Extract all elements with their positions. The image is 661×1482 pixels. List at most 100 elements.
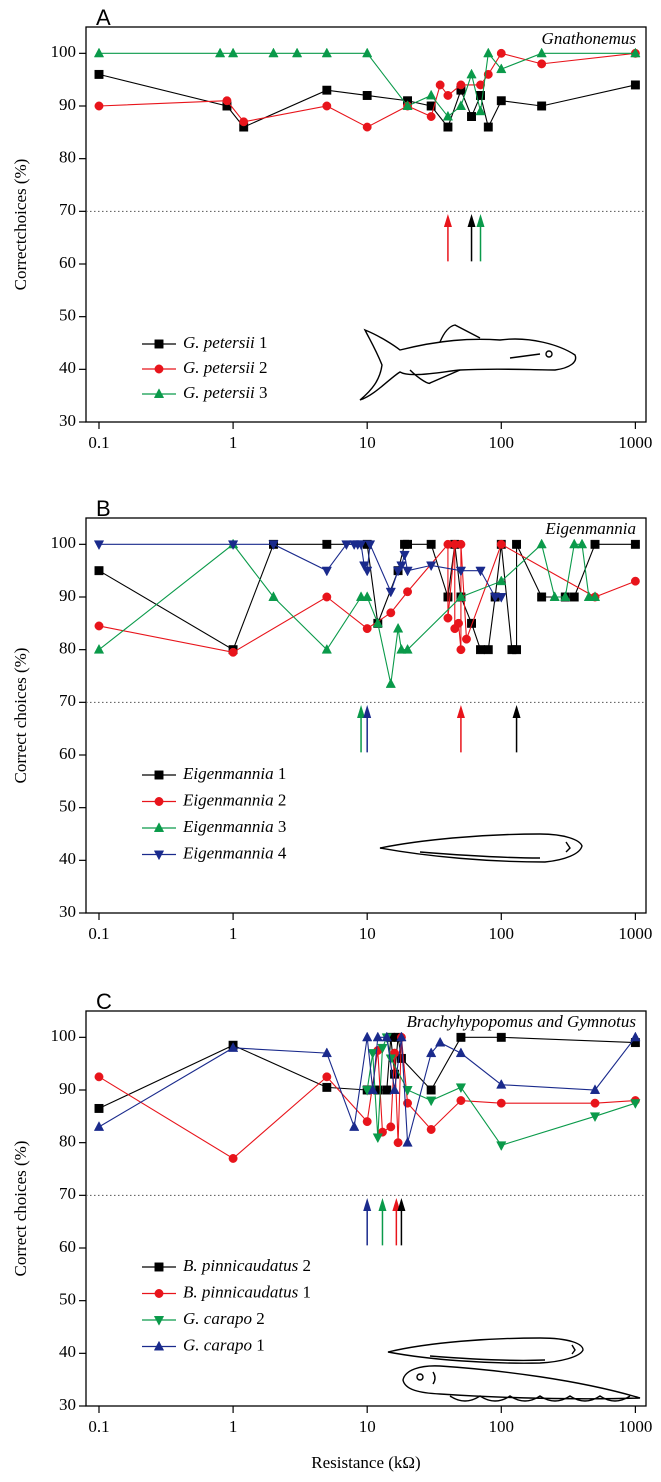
- marker: [426, 1047, 437, 1058]
- marker: [341, 540, 352, 551]
- marker: [402, 566, 413, 577]
- marker: [321, 566, 332, 577]
- marker: [386, 608, 396, 618]
- marker: [153, 388, 165, 398]
- threshold-arrow: [397, 1197, 406, 1246]
- marker: [456, 1032, 466, 1042]
- marker: [402, 1136, 413, 1147]
- marker: [426, 112, 436, 121]
- y-tick-label: 100: [51, 1026, 77, 1045]
- fish-c1: [387, 1337, 584, 1364]
- marker: [367, 1049, 378, 1059]
- arrow-head: [397, 1197, 406, 1211]
- marker: [154, 364, 164, 374]
- marker: [268, 591, 279, 601]
- legend-label: Eigenmannia 3: [182, 817, 286, 836]
- legend-label: G. petersii 1: [183, 333, 268, 352]
- marker: [476, 645, 485, 655]
- x-axis-title: Resistance (kΩ): [311, 1453, 420, 1472]
- marker: [154, 770, 164, 780]
- marker: [362, 1117, 372, 1127]
- marker: [442, 110, 454, 121]
- marker: [496, 96, 506, 106]
- marker: [402, 643, 413, 654]
- marker: [462, 634, 471, 644]
- marker: [496, 1098, 506, 1108]
- marker: [569, 538, 580, 549]
- marker: [227, 1042, 239, 1052]
- marker: [483, 122, 493, 132]
- marker: [364, 540, 376, 551]
- arrow-head: [467, 213, 476, 227]
- y-tick-label: 60: [59, 744, 76, 763]
- marker: [367, 1084, 378, 1094]
- marker: [426, 101, 436, 111]
- fish-c2: [402, 1365, 641, 1402]
- legend-label: B. pinnicaudatus 1: [183, 1282, 311, 1301]
- marker: [560, 591, 571, 601]
- marker: [630, 80, 640, 90]
- marker: [455, 591, 467, 601]
- x-tick-label: 10: [359, 924, 376, 943]
- y-tick-label: 30: [59, 411, 76, 430]
- marker: [426, 1085, 436, 1095]
- arrow-head: [392, 1197, 401, 1211]
- series-line: [98, 73, 636, 129]
- x-tick-label: 1: [229, 924, 238, 943]
- arrow-head: [363, 1197, 372, 1211]
- marker: [359, 561, 370, 572]
- marker: [393, 1138, 403, 1148]
- marker: [475, 566, 486, 577]
- series-line: [366, 1035, 636, 1146]
- threshold-arrow: [363, 1197, 372, 1246]
- marker: [385, 587, 396, 598]
- marker: [362, 122, 372, 132]
- threshold-arrow: [363, 704, 372, 753]
- marker: [154, 797, 164, 806]
- y-tick-label: 50: [59, 797, 76, 816]
- plot-frame: [85, 1010, 647, 1407]
- y-tick-label: 90: [59, 95, 76, 114]
- annotation: Eigenmannia: [544, 519, 636, 538]
- marker: [377, 1043, 388, 1054]
- marker: [385, 678, 396, 688]
- marker: [483, 645, 493, 655]
- marker: [239, 117, 249, 127]
- threshold-arrow: [378, 1197, 387, 1246]
- y-tick-label: 90: [59, 586, 76, 605]
- marker: [399, 550, 410, 561]
- marker: [512, 645, 522, 655]
- marker: [228, 1154, 238, 1163]
- marker: [496, 1078, 507, 1089]
- annotation: Brachyhypopomus and Gymnotus: [407, 1012, 637, 1031]
- y-tick-label: 90: [59, 1079, 76, 1098]
- legend-label: Eigenmannia 2: [182, 790, 286, 809]
- marker: [455, 1047, 467, 1058]
- threshold-arrow: [456, 704, 465, 753]
- y-tick-label: 50: [59, 306, 76, 325]
- marker: [153, 822, 165, 832]
- x-tick-label: 10: [359, 1417, 376, 1436]
- y-axis-title: Correctchoices (%): [11, 159, 30, 291]
- plot-frame: [85, 517, 647, 914]
- marker: [291, 47, 303, 58]
- x-tick-label: 1000: [618, 1417, 652, 1436]
- marker: [590, 539, 600, 549]
- marker: [154, 1289, 164, 1298]
- panel-label: A: [96, 5, 111, 30]
- marker: [349, 1121, 360, 1131]
- series-line: [98, 1036, 636, 1109]
- x-tick-label: 1: [229, 1417, 238, 1436]
- y-tick-label: 50: [59, 1290, 76, 1309]
- marker: [93, 643, 105, 654]
- marker: [426, 539, 436, 549]
- marker: [362, 91, 372, 100]
- marker: [435, 1036, 446, 1047]
- marker: [362, 624, 372, 634]
- marker: [443, 122, 453, 132]
- marker: [466, 68, 477, 79]
- marker: [392, 622, 404, 633]
- marker: [456, 539, 466, 549]
- legend-label: G. petersii 2: [183, 358, 268, 377]
- y-tick-label: 60: [59, 1237, 76, 1256]
